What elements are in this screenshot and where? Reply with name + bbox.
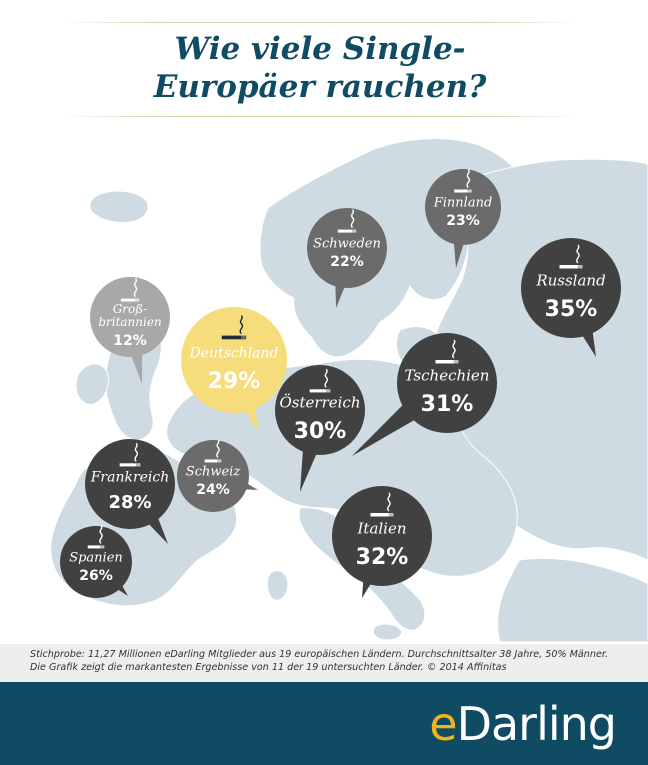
bubble-russland: Russland 35%: [521, 238, 621, 357]
cigarette-icon: [559, 244, 583, 269]
bubble-value: 24%: [196, 482, 230, 498]
bubble-österreich: Österreich 30%: [275, 365, 365, 492]
bubble-frankreich: Frankreich 28%: [85, 439, 175, 544]
bubble-italien: Italien 32%: [332, 486, 432, 598]
cigarette-icon: [119, 442, 141, 467]
bubble-label: Finnland: [433, 195, 493, 210]
cigarette-icon: [87, 524, 105, 549]
cigarette-icon: [370, 492, 394, 517]
bubble-value: 28%: [108, 492, 151, 513]
cigarette-icon: [337, 209, 357, 233]
bubble-value: 12%: [113, 333, 147, 349]
bubble-layer: Groß-britannien 12% Deutschland 29% Schweden…: [60, 169, 621, 598]
bubble-value: 29%: [208, 369, 261, 394]
bubble-groß-britannien: Groß-britannien 12%: [90, 277, 170, 384]
bubble-value: 23%: [446, 213, 480, 229]
title-line-1: Wie viele Single-: [174, 31, 466, 67]
bubble-circle: [181, 307, 287, 413]
bubble-value: 31%: [421, 392, 474, 417]
bubble-spanien: Spanien 26%: [60, 524, 132, 598]
bubble-label: Österreich: [280, 394, 361, 412]
page-title: Wie viele Single- Europäer rauchen?: [60, 30, 580, 106]
bubble-label: Deutschland: [189, 345, 279, 361]
bubble-circle: [275, 365, 365, 455]
bubble-circle: [90, 277, 170, 357]
map-ireland: [75, 363, 109, 405]
bubble-label: Schweiz: [186, 464, 241, 479]
map-southeast: [497, 557, 648, 642]
cigarette-icon: [221, 315, 247, 340]
bubble-deutschland: Deutschland 29%: [181, 307, 287, 432]
cigarette-icon: [309, 368, 331, 393]
bubble-label: Italien: [356, 520, 406, 538]
bubble-schweiz: Schweiz 24%: [177, 438, 258, 512]
brand-band: eDarling: [0, 682, 648, 765]
cigarette-icon: [120, 278, 140, 302]
bubble-finnland: Finnland 23%: [425, 169, 501, 268]
bubble-label: Spanien: [69, 550, 123, 565]
map-sardinia: [266, 570, 289, 601]
edarling-logo: eDarling: [429, 697, 617, 751]
bubble-schweden: Schweden 22%: [307, 208, 387, 308]
title-rule-top: [60, 22, 580, 23]
map-iceland: [89, 190, 149, 223]
bubble-label: Groß-britannien: [98, 302, 161, 329]
cigarette-icon: [454, 169, 472, 193]
bubble-value: 30%: [294, 419, 347, 444]
map-sicily: [372, 623, 403, 641]
bubble-circle: [521, 238, 621, 338]
bubble-label: Frankreich: [90, 469, 170, 485]
bubble-circle: [425, 169, 501, 245]
bubble-value: 35%: [545, 297, 598, 322]
bubble-circle: [60, 526, 132, 598]
bubble-circle: [332, 486, 432, 586]
europe-map: Groß-britannien 12% Deutschland 29% Schweden…: [50, 138, 648, 642]
title-block: Wie viele Single- Europäer rauchen?: [60, 22, 580, 118]
footnote-text: Stichprobe: 11,27 Millionen eDarling Mit…: [30, 649, 608, 673]
title-rule-bottom: [60, 116, 580, 117]
bubble-value: 22%: [330, 254, 364, 270]
logo-e: e: [429, 697, 457, 751]
logo-rest: Darling: [456, 697, 617, 751]
title-line-2: Europäer rauchen?: [153, 69, 487, 105]
cigarette-icon: [435, 339, 459, 364]
cigarette-icon: [204, 438, 222, 463]
bubble-circle: [85, 439, 175, 529]
bubble-circle: [307, 208, 387, 288]
footnote-band: Stichprobe: 11,27 Millionen eDarling Mit…: [0, 644, 648, 682]
bubble-circle: [177, 440, 249, 512]
bubble-label: Russland: [535, 272, 605, 290]
bubble-value: 26%: [79, 568, 113, 584]
bubble-tschechien: Tschechien 31%: [352, 333, 497, 456]
bubble-value: 32%: [356, 545, 409, 570]
bubble-label: Tschechien: [405, 367, 490, 385]
bubble-circle: [397, 333, 497, 433]
bubble-label: Schweden: [313, 236, 381, 251]
